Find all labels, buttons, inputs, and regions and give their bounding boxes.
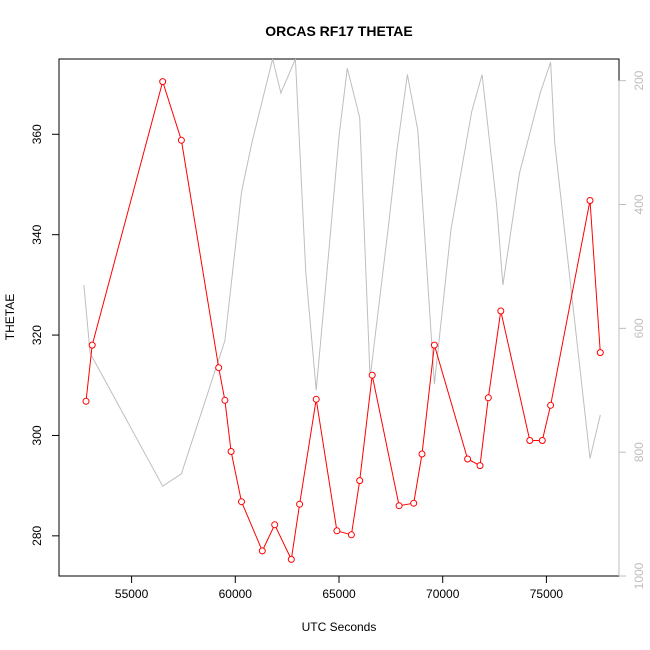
chart-title: ORCAS RF17 THETAE — [265, 23, 413, 39]
x-tick-label: 55000 — [115, 587, 149, 601]
primary-point — [368, 371, 376, 379]
primary-point — [312, 395, 320, 403]
primary-point — [476, 462, 484, 470]
y-axis: 280 300 320 340 360 — [30, 124, 60, 546]
y2-axis: 200 400 600 800 1000 — [618, 70, 646, 589]
primary-point — [526, 437, 534, 444]
primary-point — [484, 394, 492, 402]
primary-point — [258, 547, 266, 555]
primary-point — [215, 364, 223, 372]
primary-point — [88, 341, 96, 349]
y2-tick-label: 200 — [632, 70, 646, 90]
x-axis: 55000 60000 65000 70000 75000 — [115, 575, 564, 601]
secondary-series-line — [83, 58, 601, 487]
primary-point — [296, 500, 304, 508]
primary-point — [464, 455, 472, 463]
primary-point — [221, 396, 229, 404]
primary-point — [287, 555, 295, 563]
primary-point — [356, 477, 364, 485]
secondary-series — [83, 58, 601, 487]
primary-point — [82, 397, 90, 405]
primary-series-line — [85, 79, 601, 562]
primary-point — [347, 531, 355, 539]
y-tick-label: 340 — [30, 224, 44, 244]
primary-series — [82, 78, 604, 563]
primary-point — [418, 450, 426, 458]
primary-point — [395, 502, 403, 510]
y-axis-label: THETAE — [3, 294, 17, 340]
primary-point — [227, 448, 235, 455]
x-axis-label: UTC Seconds — [302, 620, 377, 634]
primary-point — [430, 341, 438, 349]
primary-point — [586, 197, 594, 204]
y-tick-label: 280 — [30, 526, 44, 546]
y2-tick-label: 1000 — [632, 562, 646, 589]
y2-tick-label: 400 — [632, 194, 646, 214]
primary-point — [547, 401, 555, 409]
y-tick-label: 320 — [30, 325, 44, 345]
primary-point — [538, 437, 546, 444]
primary-point — [159, 78, 167, 86]
y-tick-label: 360 — [30, 124, 44, 144]
primary-point — [333, 527, 341, 535]
primary-point — [497, 307, 505, 315]
y-tick-label: 300 — [30, 425, 44, 445]
primary-point — [271, 521, 279, 529]
y2-tick-label: 800 — [632, 442, 646, 462]
y2-tick-label: 600 — [632, 318, 646, 338]
x-tick-label: 70000 — [426, 587, 460, 601]
primary-point — [238, 498, 245, 506]
x-tick-label: 65000 — [322, 587, 356, 601]
x-tick-label: 60000 — [219, 587, 253, 601]
primary-point — [410, 499, 418, 507]
x-tick-label: 75000 — [530, 587, 564, 601]
primary-point — [596, 349, 604, 357]
primary-point — [177, 136, 185, 144]
